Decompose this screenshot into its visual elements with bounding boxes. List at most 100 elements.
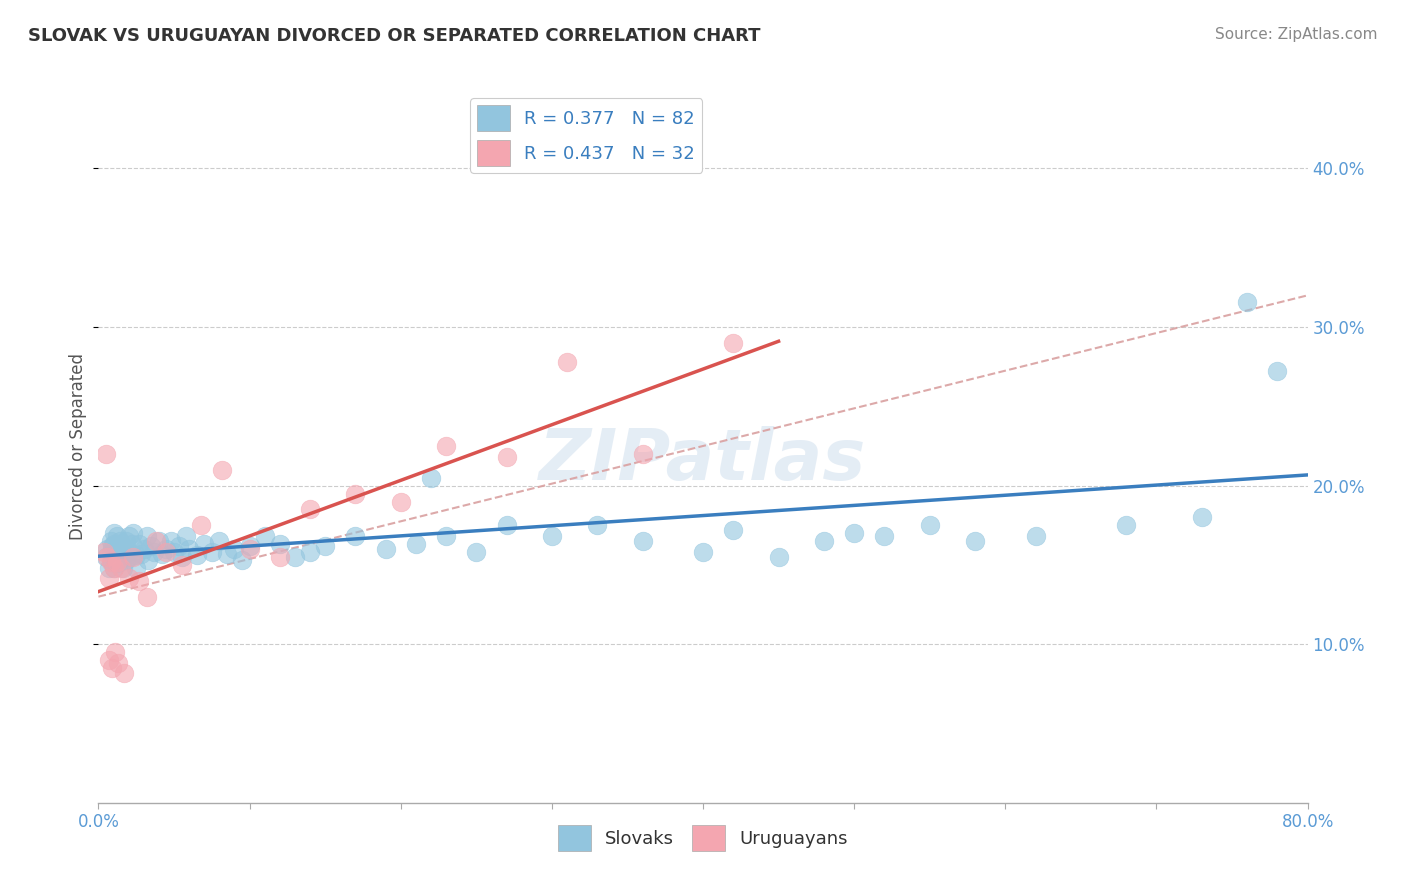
Point bbox=[105, 555, 128, 569]
Point bbox=[114, 553, 136, 567]
Point bbox=[215, 547, 238, 561]
Point bbox=[135, 590, 157, 604]
Point bbox=[190, 518, 212, 533]
Point bbox=[918, 518, 941, 533]
Point bbox=[434, 529, 457, 543]
Point bbox=[98, 571, 121, 585]
Point bbox=[170, 558, 193, 572]
Point bbox=[101, 539, 124, 553]
Point bbox=[121, 537, 143, 551]
Point bbox=[103, 561, 125, 575]
Point bbox=[495, 518, 517, 533]
Point bbox=[269, 537, 291, 551]
Point bbox=[98, 561, 121, 575]
Point bbox=[420, 471, 443, 485]
Point bbox=[93, 545, 115, 559]
Point bbox=[107, 657, 129, 671]
Point bbox=[136, 553, 159, 567]
Point bbox=[110, 551, 132, 566]
Point bbox=[107, 543, 129, 558]
Point bbox=[94, 447, 117, 461]
Point bbox=[434, 439, 457, 453]
Point bbox=[114, 534, 136, 549]
Point bbox=[100, 534, 122, 549]
Point bbox=[145, 534, 167, 549]
Point bbox=[299, 545, 322, 559]
Point bbox=[269, 549, 291, 564]
Text: SLOVAK VS URUGUAYAN DIVORCED OR SEPARATED CORRELATION CHART: SLOVAK VS URUGUAYAN DIVORCED OR SEPARATE… bbox=[28, 27, 761, 45]
Point bbox=[586, 518, 609, 533]
Point bbox=[299, 502, 322, 516]
Point bbox=[103, 537, 125, 551]
Point bbox=[118, 571, 141, 585]
Point bbox=[132, 542, 155, 557]
Point bbox=[103, 561, 125, 575]
Point bbox=[873, 529, 896, 543]
Point bbox=[103, 549, 125, 564]
Point bbox=[107, 557, 129, 571]
Point bbox=[344, 486, 367, 500]
Point bbox=[155, 542, 177, 557]
Point bbox=[96, 542, 118, 557]
Point bbox=[495, 450, 517, 464]
Point bbox=[231, 553, 253, 567]
Point bbox=[374, 542, 396, 557]
Point bbox=[965, 534, 987, 549]
Point bbox=[143, 545, 166, 559]
Point bbox=[120, 549, 142, 564]
Point bbox=[112, 547, 135, 561]
Point bbox=[813, 534, 835, 549]
Point bbox=[108, 534, 131, 549]
Point bbox=[844, 526, 866, 541]
Point bbox=[100, 555, 122, 569]
Point bbox=[103, 526, 125, 541]
Point bbox=[101, 555, 124, 569]
Point bbox=[105, 549, 128, 563]
Point bbox=[167, 539, 190, 553]
Point bbox=[128, 537, 150, 551]
Point bbox=[135, 529, 157, 543]
Text: Source: ZipAtlas.com: Source: ZipAtlas.com bbox=[1215, 27, 1378, 42]
Point bbox=[163, 545, 186, 559]
Point bbox=[465, 545, 488, 559]
Point bbox=[253, 529, 276, 543]
Point bbox=[155, 545, 177, 559]
Point bbox=[98, 653, 121, 667]
Point bbox=[1115, 518, 1137, 533]
Point bbox=[201, 545, 224, 559]
Point bbox=[96, 549, 118, 564]
Point bbox=[141, 539, 163, 553]
Point bbox=[110, 539, 132, 553]
Point bbox=[631, 534, 654, 549]
Point bbox=[94, 549, 117, 564]
Point bbox=[239, 542, 262, 557]
Point bbox=[160, 534, 183, 549]
Point bbox=[122, 549, 145, 564]
Point bbox=[723, 523, 745, 537]
Point bbox=[105, 529, 128, 543]
Point bbox=[179, 542, 201, 557]
Y-axis label: Divorced or Separated: Divorced or Separated bbox=[69, 352, 87, 540]
Point bbox=[208, 534, 231, 549]
Point bbox=[110, 561, 132, 575]
Point bbox=[631, 447, 654, 461]
Point bbox=[1024, 529, 1046, 543]
Point bbox=[101, 661, 124, 675]
Point bbox=[314, 539, 336, 553]
Point bbox=[118, 545, 141, 559]
Point bbox=[224, 542, 246, 557]
Point bbox=[174, 529, 197, 543]
Point bbox=[125, 549, 148, 563]
Point bbox=[239, 539, 262, 553]
Point bbox=[128, 574, 150, 588]
Point bbox=[115, 542, 138, 557]
Point bbox=[112, 665, 135, 680]
Point bbox=[1236, 294, 1258, 309]
Legend: Slovaks, Uruguayans: Slovaks, Uruguayans bbox=[551, 818, 855, 858]
Point bbox=[104, 645, 127, 659]
Text: ZIPatlas: ZIPatlas bbox=[540, 425, 866, 495]
Point bbox=[723, 335, 745, 350]
Point bbox=[344, 529, 367, 543]
Point bbox=[170, 549, 193, 564]
Point bbox=[555, 355, 578, 369]
